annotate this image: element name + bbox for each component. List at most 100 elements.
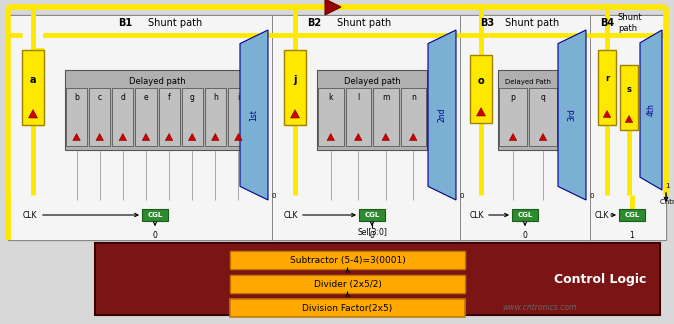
Bar bbox=[228, 88, 249, 146]
Text: f: f bbox=[168, 92, 171, 101]
Text: n: n bbox=[411, 92, 416, 101]
Polygon shape bbox=[327, 133, 334, 141]
Polygon shape bbox=[212, 133, 219, 141]
Text: 3rd: 3rd bbox=[568, 109, 576, 122]
Text: j: j bbox=[293, 75, 297, 85]
Text: Division Factor(2x5): Division Factor(2x5) bbox=[303, 304, 393, 313]
Bar bbox=[512, 209, 538, 221]
Text: 0: 0 bbox=[589, 193, 594, 199]
Text: 0: 0 bbox=[271, 193, 276, 199]
Text: 1: 1 bbox=[630, 230, 634, 239]
Bar bbox=[230, 251, 465, 269]
Bar bbox=[272, 15, 460, 240]
Polygon shape bbox=[640, 30, 662, 190]
Bar bbox=[598, 50, 616, 125]
Text: B2: B2 bbox=[307, 18, 321, 28]
Polygon shape bbox=[539, 133, 547, 141]
Text: 1: 1 bbox=[665, 183, 669, 189]
Polygon shape bbox=[235, 133, 242, 141]
Text: CGL: CGL bbox=[518, 212, 532, 218]
Polygon shape bbox=[119, 133, 127, 141]
Text: Delayed path: Delayed path bbox=[344, 77, 400, 87]
Bar bbox=[499, 88, 527, 146]
Polygon shape bbox=[558, 30, 586, 200]
Text: m: m bbox=[382, 92, 390, 101]
Polygon shape bbox=[510, 133, 517, 141]
Bar bbox=[498, 70, 558, 150]
Polygon shape bbox=[355, 133, 362, 141]
Bar bbox=[205, 88, 226, 146]
Bar bbox=[529, 88, 557, 146]
Text: b: b bbox=[74, 92, 79, 101]
Polygon shape bbox=[382, 133, 390, 141]
Bar bbox=[284, 50, 306, 125]
Bar bbox=[373, 88, 398, 146]
Bar bbox=[317, 70, 427, 150]
Bar bbox=[230, 299, 465, 317]
Text: CLK: CLK bbox=[284, 211, 299, 219]
Text: 2nd: 2nd bbox=[437, 108, 446, 122]
Bar bbox=[95, 243, 660, 315]
Polygon shape bbox=[290, 110, 299, 118]
Text: g: g bbox=[190, 92, 195, 101]
Polygon shape bbox=[428, 30, 456, 200]
Polygon shape bbox=[325, 0, 341, 15]
Polygon shape bbox=[625, 115, 633, 122]
Text: Subtractor (5-4)=3(0001): Subtractor (5-4)=3(0001) bbox=[290, 256, 405, 264]
Bar bbox=[346, 88, 371, 146]
Bar bbox=[89, 88, 111, 146]
Text: e: e bbox=[144, 92, 148, 101]
Text: 0: 0 bbox=[152, 230, 158, 239]
Bar bbox=[8, 15, 666, 240]
Bar bbox=[470, 55, 492, 123]
Text: Sel[3:0]: Sel[3:0] bbox=[357, 227, 387, 237]
Bar bbox=[135, 88, 156, 146]
Bar bbox=[65, 70, 250, 150]
Bar bbox=[22, 50, 44, 125]
Text: d: d bbox=[121, 92, 125, 101]
Polygon shape bbox=[410, 133, 417, 141]
Bar bbox=[318, 88, 344, 146]
Bar bbox=[158, 88, 180, 146]
Text: 0: 0 bbox=[522, 230, 528, 239]
Text: Control Logic: Control Logic bbox=[554, 272, 646, 285]
Polygon shape bbox=[28, 110, 38, 118]
Text: B4: B4 bbox=[600, 18, 614, 28]
Polygon shape bbox=[240, 30, 268, 200]
Text: s: s bbox=[627, 85, 632, 94]
Bar bbox=[66, 88, 87, 146]
Bar bbox=[460, 15, 590, 240]
Bar bbox=[113, 88, 133, 146]
Text: Shunt path: Shunt path bbox=[505, 18, 559, 28]
Text: CLK: CLK bbox=[595, 211, 609, 219]
Text: p: p bbox=[511, 92, 516, 101]
Text: Shunt path: Shunt path bbox=[148, 18, 202, 28]
Text: B3: B3 bbox=[480, 18, 494, 28]
Bar bbox=[620, 65, 638, 130]
Text: q: q bbox=[541, 92, 545, 101]
Bar bbox=[230, 275, 465, 293]
Text: CGL: CGL bbox=[365, 212, 379, 218]
Text: Delayed Path: Delayed Path bbox=[505, 79, 551, 85]
Text: Shunt
path: Shunt path bbox=[618, 13, 642, 33]
Text: 1st: 1st bbox=[249, 109, 259, 121]
Bar bbox=[142, 209, 168, 221]
Text: a: a bbox=[30, 75, 36, 85]
Text: CGL: CGL bbox=[148, 212, 162, 218]
Text: k: k bbox=[328, 92, 333, 101]
Bar bbox=[359, 209, 385, 221]
Bar bbox=[619, 209, 645, 221]
Text: Delayed path: Delayed path bbox=[129, 77, 186, 87]
Text: Cntr O/P: Cntr O/P bbox=[660, 199, 674, 205]
Text: Divider (2x5/2): Divider (2x5/2) bbox=[313, 280, 381, 288]
Polygon shape bbox=[96, 133, 103, 141]
Polygon shape bbox=[73, 133, 80, 141]
Polygon shape bbox=[165, 133, 173, 141]
Text: 0: 0 bbox=[369, 230, 375, 239]
Text: CLK: CLK bbox=[470, 211, 485, 219]
Polygon shape bbox=[189, 133, 196, 141]
Text: r: r bbox=[605, 74, 609, 83]
Text: B1: B1 bbox=[118, 18, 132, 28]
Text: l: l bbox=[357, 92, 359, 101]
Text: CGL: CGL bbox=[624, 212, 640, 218]
